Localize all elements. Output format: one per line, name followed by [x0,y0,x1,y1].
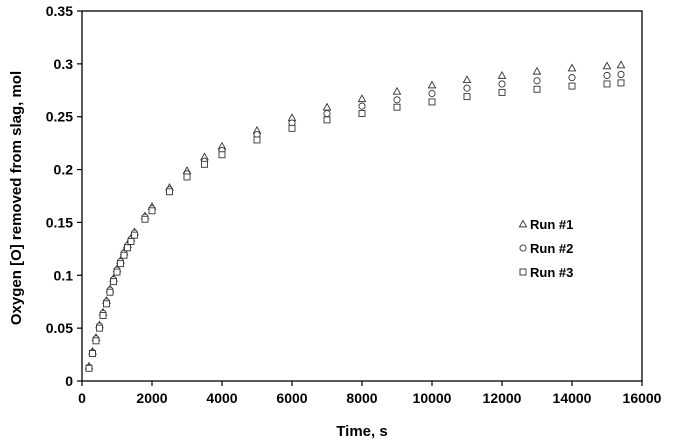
data-point-square [99,312,107,319]
data-point-triangle [322,102,332,111]
data-point-triangle [602,61,612,70]
data-point-square [117,260,124,268]
data-point-square [124,244,131,252]
y-tick-label: 0.15 [46,214,73,230]
data-points [84,60,626,372]
data-point-triangle [532,66,542,75]
data-point-square [323,116,331,124]
data-point-square [89,350,96,357]
data-point-square [358,110,366,117]
data-point-circle [603,71,611,80]
x-axis-title: Time, s [336,423,387,440]
data-point-square [428,98,436,106]
data-point-square [201,160,208,168]
data-point-circle [617,70,625,78]
legend-label: Run #3 [530,265,573,280]
data-point-square [131,231,138,239]
x-tick-label: 10000 [413,390,452,406]
y-tick-label: 0.3 [54,56,74,72]
data-point-square [463,93,471,101]
data-point-circle [463,84,471,92]
y-tick-label: 0 [65,373,73,389]
data-point-square [127,238,135,245]
data-point-square [288,124,296,132]
data-point-circle [393,96,401,104]
data-point-square [106,288,114,296]
x-tick-label: 16000 [623,390,662,406]
legend: Run #1 Run #2 Run #3 [518,217,573,280]
plot-frame [81,10,643,382]
data-point-square [148,207,156,215]
data-point-circle [568,74,576,82]
data-point-square [498,88,506,96]
y-tick-label: 0.35 [46,3,73,19]
y-axis-title: Oxygen [O] removed from slag, mol [8,71,25,325]
x-tick-label: 12000 [483,390,522,406]
data-point-square [568,82,576,90]
data-point-square [92,337,100,345]
data-point-square [166,188,173,196]
data-point-square [617,79,625,87]
data-point-square [103,300,110,308]
data-point-triangle [357,94,367,103]
y-tick-label: 0.25 [46,109,73,125]
data-point-circle [323,109,331,118]
data-point-circle [358,102,366,110]
data-point-square [120,251,128,259]
data-point-circle [428,89,436,98]
legend-marker-circle [519,244,527,252]
y-tick-label: 0.1 [54,267,74,283]
axes: 0 2000 4000 6000 8000 10000 12000 14000 16000 0 0.… [46,3,662,406]
data-point-square [183,173,191,181]
data-point-circle [498,80,506,88]
y-tick-label: 0.05 [46,320,73,336]
data-point-square [393,103,401,111]
data-point-square [113,268,121,276]
data-point-square [533,85,541,93]
data-point-square [253,136,261,144]
data-point-square [85,364,93,372]
legend-marker-square [519,268,527,276]
data-point-triangle [616,60,626,69]
y-tick-label: 0.2 [54,162,74,178]
data-point-triangle [497,70,507,79]
x-tick-label: 4000 [206,390,237,406]
data-point-square [96,324,103,332]
data-point-square [603,80,611,88]
data-point-triangle [462,75,472,84]
data-point-circle [533,77,541,85]
legend-label: Run #1 [530,217,573,232]
data-point-triangle [392,86,402,95]
data-point-triangle [567,63,577,72]
x-tick-label: 0 [78,390,86,406]
x-tick-label: 6000 [276,390,307,406]
x-tick-label: 2000 [136,390,167,406]
x-tick-label: 8000 [346,390,377,406]
x-tick-label: 14000 [553,390,592,406]
data-point-square [141,215,149,223]
data-point-square [218,151,226,159]
legend-label: Run #2 [530,241,573,256]
legend-marker-triangle [518,219,528,228]
data-point-triangle [427,80,437,89]
data-point-square [110,278,117,286]
